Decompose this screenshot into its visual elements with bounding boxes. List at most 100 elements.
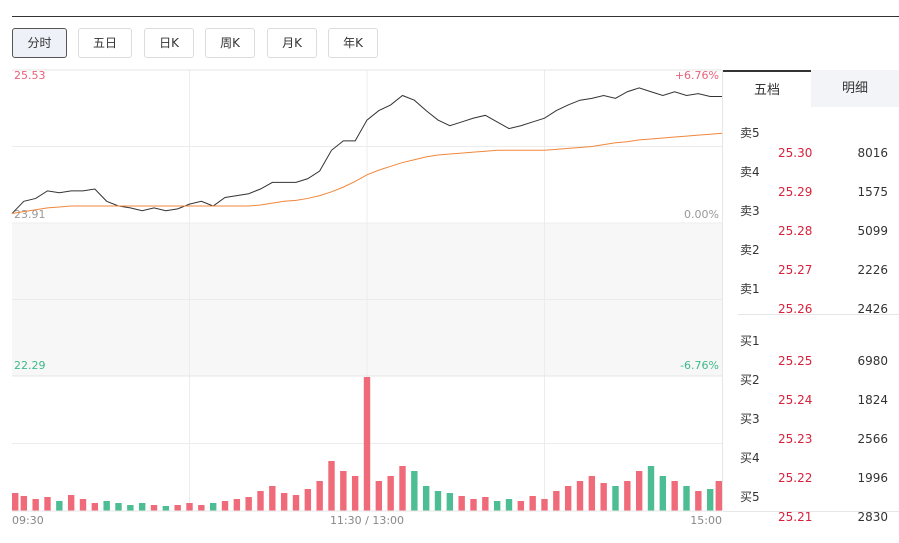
volume-bar [67, 495, 75, 511]
order-volume: 1824 [857, 393, 888, 407]
volume-bar [715, 481, 722, 511]
separator [723, 511, 899, 512]
order-volume: 2830 [857, 510, 888, 524]
order-row: 卖1 25.26 2426 [740, 279, 888, 316]
order-volume: 2226 [857, 263, 888, 277]
order-volume: 1575 [857, 185, 888, 199]
order-volume: 5099 [857, 224, 888, 238]
volume-bar [387, 476, 394, 511]
period-tab[interactable]: 日K [144, 28, 194, 58]
volume-bar [162, 506, 170, 511]
volume-bar [209, 503, 217, 511]
volume-bar [245, 497, 252, 511]
order-price: 25.22 [778, 471, 813, 485]
order-label: 买1 [740, 334, 760, 348]
period-tab[interactable]: 分时 [12, 28, 67, 58]
volume-bar [138, 503, 146, 511]
order-row: 买4 25.22 1996 [740, 448, 888, 485]
volume-bar [671, 481, 678, 511]
order-price: 25.26 [778, 302, 813, 316]
order-price: 25.24 [778, 393, 813, 407]
y2-tick-label: -6.76% [680, 359, 719, 372]
volume-bar [399, 466, 406, 511]
volume-bar [553, 491, 560, 511]
volume-bar [32, 499, 39, 511]
order-volume: 8016 [857, 146, 888, 160]
volume-bar [564, 486, 572, 511]
x-tick-label: 09:30 [12, 514, 44, 527]
order-label: 卖4 [740, 165, 760, 179]
order-label: 卖2 [740, 243, 760, 257]
y-tick-label: 22.29 [14, 359, 46, 372]
volume-bar [127, 505, 134, 511]
volume-bar [363, 377, 371, 511]
order-row: 卖5 25.30 8016 [740, 123, 888, 160]
volume-bar [340, 471, 347, 511]
order-label: 买2 [740, 373, 760, 387]
volume-bar [493, 501, 501, 511]
order-row: 买5 25.21 2830 [740, 487, 888, 524]
volume-bar [375, 481, 383, 511]
order-row: 买1 25.25 6980 [740, 331, 888, 368]
order-volume: 1996 [857, 471, 888, 485]
volume-bar [706, 489, 714, 511]
period-tab[interactable]: 周K [205, 28, 255, 58]
y-tick-label: 25.53 [14, 69, 46, 82]
price-line [11, 132, 723, 215]
order-row: 卖2 25.27 2226 [740, 240, 888, 277]
order-price: 25.29 [778, 185, 813, 199]
order-volume: 2566 [857, 432, 888, 446]
volume-bar [351, 476, 359, 511]
volume-bar [79, 499, 87, 511]
order-price: 25.23 [778, 432, 813, 446]
volume-bar [600, 483, 607, 511]
separator [738, 314, 899, 315]
order-book-tab[interactable]: 五档 [723, 70, 811, 107]
order-row: 卖4 25.29 1575 [740, 162, 888, 199]
volume-bar [103, 501, 110, 511]
volume-bar [612, 486, 619, 511]
order-book-tab[interactable]: 明细 [811, 70, 899, 107]
order-price: 25.30 [778, 146, 813, 160]
x-tick-label: 11:30 / 13:00 [330, 514, 404, 527]
order-label: 买5 [740, 490, 760, 504]
price-line [11, 87, 722, 214]
order-label: 买3 [740, 412, 760, 426]
volume-bar [328, 461, 335, 511]
volume-bar [647, 466, 655, 511]
volume-bar [624, 481, 631, 511]
volume-bar [659, 476, 667, 511]
volume-bar [505, 499, 513, 511]
volume-bar [470, 499, 477, 511]
volume-bar [150, 505, 158, 511]
volume-bar [576, 481, 584, 511]
volume-bar [683, 486, 690, 511]
period-tab[interactable]: 月K [267, 28, 317, 58]
volume-bar [280, 493, 288, 511]
volume-bar [541, 499, 548, 511]
volume-bar [20, 496, 28, 511]
order-row: 卖3 25.28 5099 [740, 201, 888, 238]
volume-bar [529, 496, 536, 511]
volume-bar [257, 491, 264, 511]
volume-bar [56, 501, 63, 511]
volume-bar [411, 471, 418, 511]
period-tab[interactable]: 年K [328, 28, 378, 58]
volume-bar [186, 503, 193, 511]
order-volume: 2426 [857, 302, 888, 316]
volume-bar [221, 501, 229, 511]
y-tick-label: 23.91 [14, 208, 46, 221]
volume-bar [458, 496, 465, 511]
order-price: 25.27 [778, 263, 813, 277]
volume-bar [12, 493, 19, 511]
order-row: 买3 25.23 2566 [740, 409, 888, 446]
order-row: 买2 25.24 1824 [740, 370, 888, 407]
volume-bar [434, 491, 442, 511]
top-rule [12, 16, 899, 17]
period-tab[interactable]: 五日 [78, 28, 132, 58]
order-price: 25.25 [778, 354, 813, 368]
volume-bar [588, 476, 596, 511]
volume-bar [422, 486, 430, 511]
divider [722, 70, 723, 511]
